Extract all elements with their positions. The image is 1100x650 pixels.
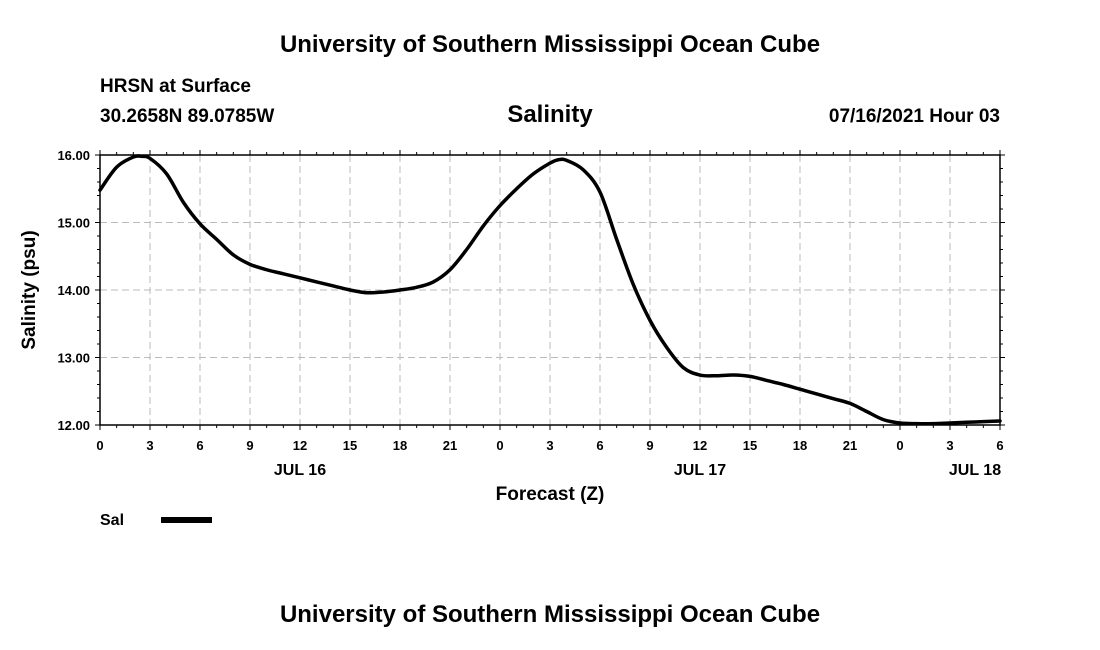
date-label: JUL 16 <box>274 462 326 479</box>
x-tick-label: 0 <box>96 438 103 453</box>
y-tick-label: 15.00 <box>57 216 90 231</box>
y-tick-label: 13.00 <box>57 351 90 366</box>
x-tick-label: 3 <box>546 438 553 453</box>
x-tick-label: 15 <box>743 438 757 453</box>
x-tick-label: 9 <box>246 438 253 453</box>
x-tick-label: 12 <box>293 438 307 453</box>
chart-title: Salinity <box>507 101 593 128</box>
station-label: HRSN at Surface <box>100 76 251 97</box>
salinity-series-line <box>98 154 1002 426</box>
x-tick-label: 0 <box>496 438 503 453</box>
y-tick-label: 16.00 <box>57 148 90 163</box>
legend-label: Sal <box>100 512 124 529</box>
x-axis-label: Forecast (Z) <box>496 484 605 505</box>
x-tick-label: 9 <box>646 438 653 453</box>
grid-lines <box>100 155 1000 425</box>
y-tick-label: 14.00 <box>57 283 90 298</box>
x-axis-tick-labels: 0 3 6 9 12 15 18 21 0 3 6 9 12 15 18 21 0 3 6 <box>96 438 1003 453</box>
x-tick-label: 3 <box>146 438 153 453</box>
y-axis-label: Salinity (psu) <box>19 230 40 349</box>
x-tick-label: 6 <box>196 438 203 453</box>
x-tick-label: 6 <box>596 438 603 453</box>
date-label: JUL 17 <box>674 462 726 479</box>
station-coordinates: 30.2658N 89.0785W <box>100 106 275 127</box>
x-tick-label: 18 <box>393 438 407 453</box>
y-axis-tick-labels: 12.00 13.00 14.00 15.00 16.00 <box>57 148 90 433</box>
chart-footer-title: University of Southern Mississippi Ocean… <box>279 601 821 628</box>
chart-header-title: University of Southern Mississippi Ocean… <box>279 31 821 58</box>
axis-ticks <box>95 150 1005 430</box>
forecast-run-time: 07/16/2021 Hour 03 <box>828 106 1000 127</box>
x-tick-label: 21 <box>443 438 457 453</box>
x-tick-label: 12 <box>693 438 707 453</box>
date-labels: JUL 16 JUL 17 JUL 18 <box>274 462 1001 479</box>
x-tick-label: 21 <box>843 438 857 453</box>
x-tick-label: 0 <box>896 438 903 453</box>
y-tick-label: 12.00 <box>57 418 90 433</box>
x-tick-label: 3 <box>946 438 953 453</box>
x-tick-label: 6 <box>996 438 1003 453</box>
x-tick-label: 18 <box>793 438 807 453</box>
x-tick-label: 15 <box>343 438 357 453</box>
date-label: JUL 18 <box>949 462 1001 479</box>
